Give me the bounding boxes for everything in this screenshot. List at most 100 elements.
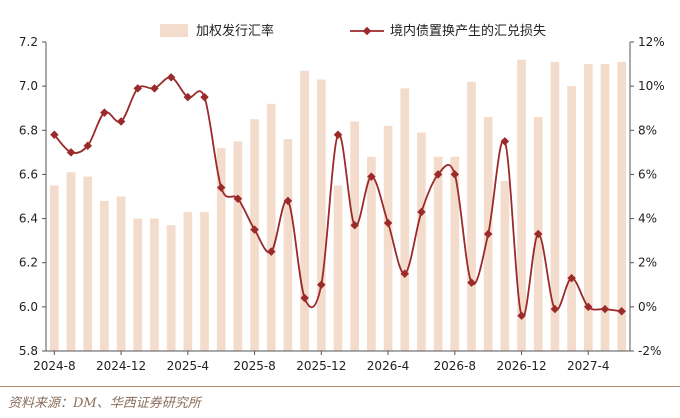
left-tick-label: 6.0 — [19, 300, 38, 314]
line-point — [433, 170, 443, 179]
bar — [500, 181, 510, 351]
line-point — [350, 220, 359, 230]
line-point — [517, 311, 526, 320]
bar — [383, 125, 393, 351]
left-tick-label: 6.4 — [19, 212, 38, 226]
left-tick-label: 7.0 — [19, 79, 38, 93]
bar — [367, 156, 376, 351]
bar — [266, 103, 276, 351]
line-point — [166, 73, 176, 82]
x-tick-label: 2026-12 — [496, 359, 546, 373]
bar — [166, 225, 176, 351]
line-point — [83, 141, 92, 150]
bar-series — [50, 59, 626, 352]
line-point — [133, 84, 143, 93]
right-tick-label: 2% — [638, 256, 657, 270]
line-point — [300, 293, 309, 303]
bar — [567, 86, 576, 352]
source-divider — [0, 386, 680, 387]
x-tick-label: 2025-4 — [167, 359, 210, 373]
axes — [42, 41, 634, 355]
left-tick-label: 6.2 — [19, 256, 38, 270]
bar — [333, 185, 343, 351]
line-point — [567, 273, 576, 283]
line-point — [216, 183, 226, 192]
bar — [350, 121, 360, 351]
line-point — [267, 247, 276, 256]
right-tick-label: -2% — [638, 344, 661, 358]
tick-labels: 5.8 6.0 6.2 6.4 6.6 6.8 7.0 7.2 -2% 0% 2% 4% 6% 8% 10%… — [19, 35, 665, 373]
bar — [617, 61, 626, 351]
bar — [233, 141, 243, 351]
bar — [300, 70, 309, 351]
bar — [550, 61, 560, 351]
bar — [283, 139, 293, 351]
bar — [400, 88, 410, 351]
right-tick-label: 6% — [638, 167, 657, 181]
x-tick-label: 2026-8 — [434, 359, 477, 373]
right-tick-label: 8% — [638, 123, 657, 137]
right-tick-label: 10% — [638, 79, 665, 93]
left-tick-label: 7.2 — [19, 35, 38, 49]
line-point — [116, 117, 126, 126]
x-tick-label: 2026-4 — [367, 359, 410, 373]
legend-bar-swatch — [160, 24, 188, 37]
left-tick-label: 6.6 — [19, 167, 38, 181]
bar — [150, 218, 159, 351]
bar — [100, 200, 109, 351]
line-point — [617, 307, 626, 316]
line-point — [450, 170, 460, 179]
legend-line-marker — [362, 26, 372, 36]
line-point — [317, 280, 326, 290]
line-point — [383, 218, 393, 228]
right-tick-label: 0% — [638, 300, 657, 314]
line-point — [500, 137, 510, 146]
line-point — [417, 207, 426, 217]
bar — [517, 59, 526, 352]
right-tick-label: 4% — [638, 212, 657, 226]
line-point — [183, 92, 193, 102]
line-point — [200, 92, 209, 102]
line-point — [467, 278, 476, 287]
x-tick-label: 2025-8 — [233, 359, 276, 373]
line-point — [283, 196, 293, 206]
bar — [417, 132, 426, 351]
source-note: 资料来源：DM、华西证券研究所 — [8, 396, 201, 411]
bar — [116, 196, 126, 351]
bar — [600, 64, 610, 352]
x-tick-label: 2027-4 — [567, 359, 610, 373]
bar — [50, 185, 59, 351]
right-tick-label: 12% — [638, 35, 665, 49]
left-tick-label: 5.8 — [19, 344, 38, 358]
legend: 加权发行汇率 境内债置换产生的汇兑损失 — [160, 23, 546, 39]
x-tick-label: 2024-8 — [33, 359, 76, 373]
bar — [316, 79, 326, 352]
x-tick-label: 2024-12 — [96, 359, 146, 373]
line-point — [584, 302, 593, 312]
line-series — [50, 73, 626, 320]
bar — [583, 64, 593, 352]
x-tick-label: 2025-12 — [296, 359, 346, 373]
line-point — [483, 229, 493, 239]
legend-line-label: 境内债置换产生的汇兑损失 — [390, 23, 546, 39]
bar — [66, 172, 76, 351]
line-point — [550, 304, 560, 314]
bar — [433, 156, 443, 351]
bar — [183, 211, 193, 351]
legend-bar-label: 加权发行汇率 — [196, 23, 274, 39]
bar — [467, 81, 476, 351]
bar — [450, 156, 460, 351]
bar — [216, 147, 226, 351]
line-point — [233, 194, 243, 203]
bar — [200, 211, 209, 351]
bar — [133, 218, 143, 351]
line-point — [100, 108, 109, 117]
line-point — [333, 130, 343, 139]
line-point — [150, 84, 159, 93]
line-point — [600, 304, 610, 314]
bar — [83, 176, 93, 351]
left-tick-label: 6.8 — [19, 123, 38, 137]
bar — [250, 119, 259, 351]
line-point — [400, 269, 409, 278]
